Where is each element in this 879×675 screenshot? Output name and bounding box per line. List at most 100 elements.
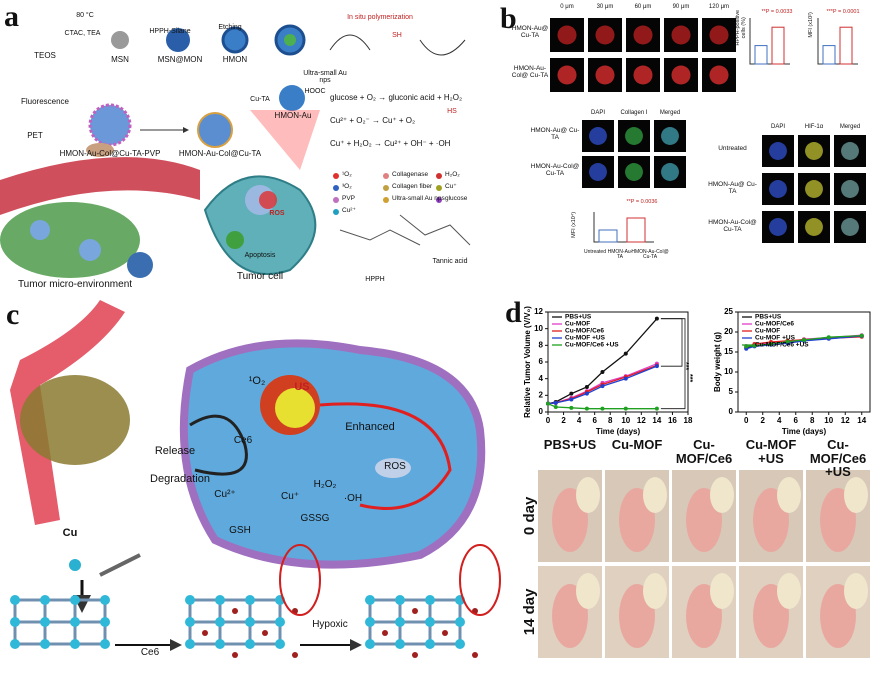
label: Collagen I	[620, 110, 648, 116]
label: Ce6	[140, 647, 160, 658]
lattice-node	[395, 595, 405, 605]
ce6	[442, 630, 448, 636]
legend-label: Cu-MOF +US	[755, 335, 796, 342]
label: Ultra-small Au nps	[303, 70, 347, 85]
label: DAPI	[770, 124, 785, 130]
cell-signal	[595, 65, 615, 85]
label: **P = 0.0033	[761, 9, 793, 15]
label: ·OH	[343, 493, 363, 504]
legend-label: PBS+US	[565, 314, 592, 321]
label: Tumor micro-environment	[17, 279, 133, 290]
label: HMON-Au-Col@Cu-TA-PVP	[59, 149, 161, 158]
x-tick-label: 16	[668, 416, 677, 425]
label: ¹O₂	[248, 375, 266, 387]
point	[859, 333, 864, 338]
glove	[643, 573, 667, 609]
x-tick-label: 2	[761, 416, 766, 425]
y-axis-title: Body weight (g)	[713, 332, 722, 392]
point	[654, 364, 659, 369]
cell-signal	[589, 163, 607, 181]
label: H₂O₂	[445, 171, 460, 178]
label: Cu⁺	[445, 183, 457, 190]
label: HMON-Au-Col@ Cu-TA	[530, 163, 580, 177]
label: HMON-Au-Col@Cu-TA	[178, 149, 262, 158]
label: ROS	[269, 210, 285, 217]
x-tick-label: 4	[777, 416, 782, 425]
x-tick-label: 12	[637, 416, 646, 425]
lattice-node	[10, 617, 20, 627]
cell-signal	[595, 25, 615, 45]
label: HPPH-Silane	[149, 28, 191, 35]
ce6	[472, 652, 478, 658]
panel-label: b	[500, 2, 517, 35]
lattice-node	[70, 595, 80, 605]
lattice-node	[245, 595, 255, 605]
lattice-node	[70, 639, 80, 649]
point	[769, 342, 773, 346]
label: Cu	[62, 527, 78, 539]
label: HPPH-positive cells (%)	[735, 9, 747, 46]
legend-label: Cu-MOF	[565, 321, 590, 328]
legend-label: Cu-MOF	[755, 328, 780, 335]
label: HMON-Au-TA	[607, 249, 633, 261]
significance-bracket	[660, 318, 686, 410]
point	[569, 391, 574, 396]
cell-signal	[633, 65, 653, 85]
lattice-node	[455, 617, 465, 627]
label: HMON-Au@ Cu-TA	[511, 25, 549, 39]
y-tick-label: 25	[724, 307, 733, 316]
x-tick-label: 18	[684, 416, 693, 425]
legend-swatch	[436, 185, 442, 191]
cell-signal	[805, 218, 823, 236]
point	[752, 343, 757, 348]
ce6	[412, 608, 418, 614]
legend-label: Cu-MOF/Ce6 +US	[755, 342, 809, 349]
cell-signal	[557, 25, 577, 45]
legend-swatch	[333, 197, 339, 203]
cell-signal	[841, 142, 859, 160]
lattice-node	[10, 595, 20, 605]
label: CTAC, TEA	[64, 30, 101, 37]
y-tick-label: 12	[534, 307, 543, 316]
label: HMON-Au@ Cu-TA	[530, 127, 580, 141]
legend-swatch	[383, 185, 389, 191]
small-bar	[839, 26, 853, 65]
label: Enhanced	[345, 421, 395, 433]
label: Hypoxic	[312, 619, 348, 630]
point	[600, 384, 605, 389]
ce6	[232, 652, 238, 658]
lattice-node	[365, 639, 375, 649]
point	[600, 370, 605, 374]
x-axis-title: Time (days)	[782, 427, 827, 436]
label: PVP	[342, 195, 356, 202]
lattice-node	[365, 595, 375, 605]
y-axis-title: Relative Tumor Volume (V/V₀)	[523, 306, 532, 418]
label: Ce6	[233, 435, 253, 446]
cell-signal	[841, 180, 859, 198]
point	[785, 339, 790, 344]
label: Cu²⁺	[342, 207, 356, 214]
cell-signal	[589, 127, 607, 145]
glove	[844, 573, 868, 609]
small-bar	[598, 229, 618, 243]
glove	[576, 573, 600, 609]
charts: 0 2 4 6 8 10 12 0 2 4 6 8 10 12 14 16 18 Time (days) Relat…	[523, 306, 871, 436]
label: PET	[27, 131, 43, 140]
point	[826, 335, 831, 340]
point	[584, 406, 589, 411]
label: Etching	[218, 24, 242, 31]
label: Degradation	[150, 473, 210, 485]
cell-signal	[625, 163, 643, 181]
label: Cu⁺ + H₂O₂ → Cu²⁺ + OH⁻ + ·OH	[330, 139, 451, 148]
lattice-node	[100, 617, 110, 627]
cell-signal	[709, 65, 729, 85]
label: TEOS	[34, 51, 56, 60]
x-tick-label: 10	[824, 416, 833, 425]
lattice-node	[40, 617, 50, 627]
point	[584, 385, 589, 389]
label: Collagenase	[392, 171, 429, 178]
point	[584, 391, 589, 396]
legend-swatch	[436, 197, 442, 203]
label: PBS+US	[543, 437, 597, 452]
mof-lattices	[10, 544, 501, 658]
